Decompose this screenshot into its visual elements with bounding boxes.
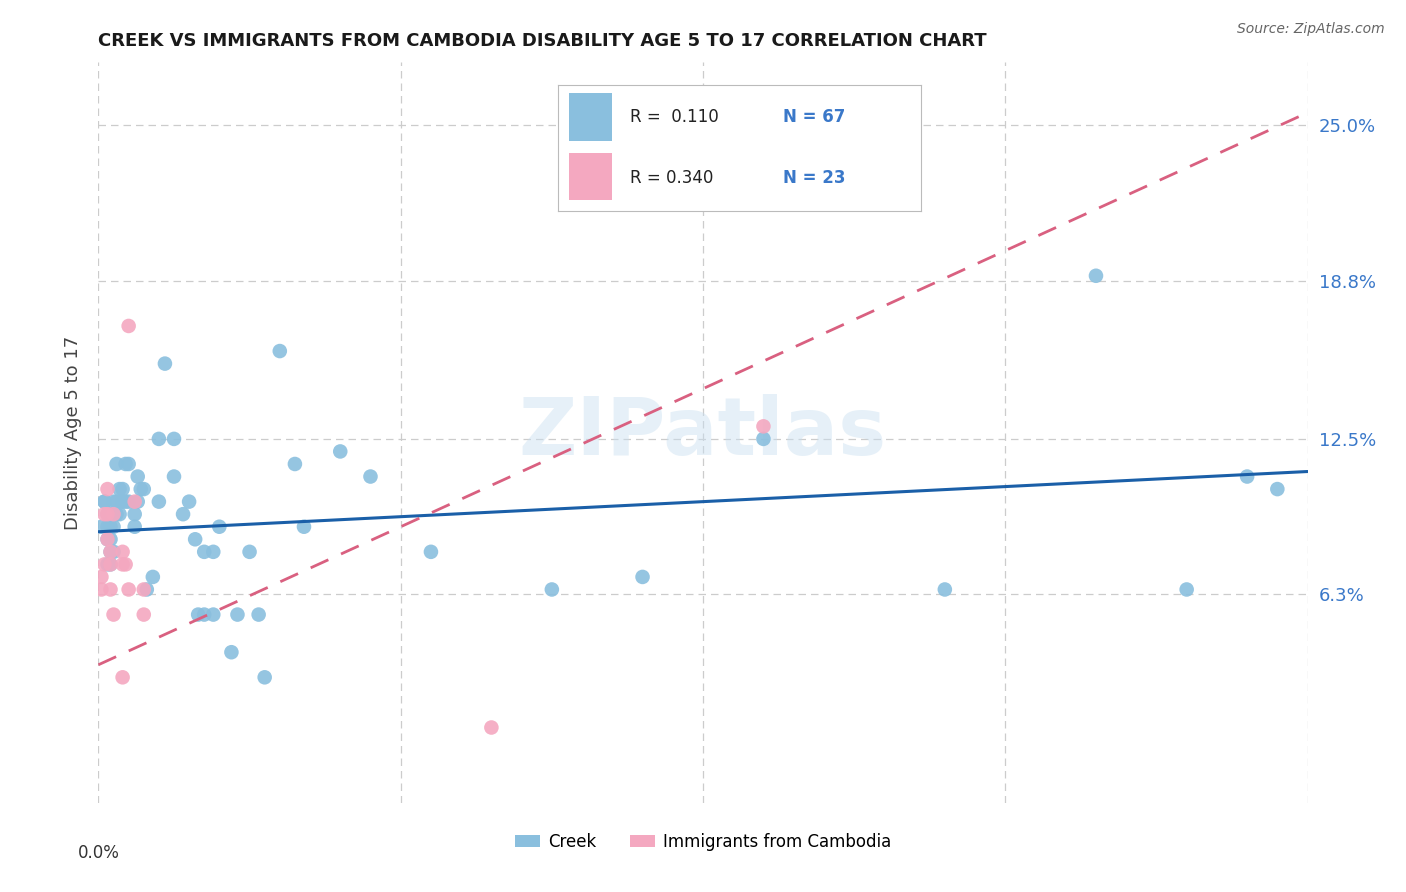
Point [96, 533, 118, 547]
Point [93, 494, 115, 508]
Point [208, 520, 231, 534]
Point [100, 520, 122, 534]
Point [90, 582, 112, 597]
Point [96, 507, 118, 521]
Point [103, 494, 125, 508]
Point [132, 582, 155, 597]
Point [100, 558, 122, 572]
Point [105, 457, 128, 471]
Point [752, 419, 775, 434]
Point [1085, 268, 1108, 283]
Point [292, 520, 315, 534]
Point [103, 607, 125, 622]
Text: ZIPatlas: ZIPatlas [519, 393, 887, 472]
Point [93, 494, 115, 508]
Point [1267, 482, 1289, 496]
Point [127, 494, 149, 508]
Point [100, 533, 122, 547]
Point [193, 607, 215, 622]
Point [163, 469, 186, 483]
Point [239, 545, 262, 559]
Point [111, 545, 134, 559]
Point [100, 545, 122, 559]
Point [187, 607, 209, 622]
Point [100, 558, 122, 572]
Point [124, 494, 146, 508]
Point [93, 507, 115, 521]
Point [540, 582, 562, 597]
Point [163, 432, 186, 446]
Point [329, 444, 352, 458]
Point [1236, 469, 1258, 483]
Point [108, 507, 131, 521]
Point [103, 520, 125, 534]
Point [96, 558, 118, 572]
Point [105, 507, 128, 521]
Point [124, 520, 146, 534]
Point [221, 645, 243, 659]
Point [118, 457, 141, 471]
Point [132, 482, 155, 496]
Point [202, 607, 225, 622]
Point [148, 432, 170, 446]
Point [118, 582, 141, 597]
Point [96, 507, 118, 521]
Point [111, 558, 134, 572]
Point [247, 607, 270, 622]
Point [114, 558, 136, 572]
Y-axis label: Disability Age 5 to 17: Disability Age 5 to 17 [65, 335, 83, 530]
Point [934, 582, 956, 597]
Legend: Creek, Immigrants from Cambodia: Creek, Immigrants from Cambodia [508, 826, 898, 857]
Point [93, 558, 115, 572]
Point [360, 469, 382, 483]
Point [96, 482, 118, 496]
Point [118, 318, 141, 333]
Point [127, 469, 149, 483]
Point [108, 482, 131, 496]
Point [142, 570, 165, 584]
Point [172, 507, 194, 521]
Point [420, 545, 443, 559]
Point [1175, 582, 1198, 597]
Point [111, 670, 134, 684]
Point [111, 494, 134, 508]
Point [111, 482, 134, 496]
Point [153, 357, 176, 371]
Point [184, 533, 207, 547]
Point [135, 582, 157, 597]
Point [124, 507, 146, 521]
Point [103, 507, 125, 521]
Point [100, 545, 122, 559]
Text: 0.0%: 0.0% [77, 844, 120, 862]
Text: Source: ZipAtlas.com: Source: ZipAtlas.com [1237, 22, 1385, 37]
Point [118, 494, 141, 508]
Point [90, 570, 112, 584]
Point [100, 582, 122, 597]
Point [253, 670, 276, 684]
Point [193, 545, 215, 559]
Point [481, 721, 503, 735]
Point [179, 494, 201, 508]
Point [132, 607, 155, 622]
Point [103, 507, 125, 521]
Point [269, 344, 291, 359]
Point [103, 545, 125, 559]
Point [129, 482, 152, 496]
Point [105, 494, 128, 508]
Point [114, 457, 136, 471]
Point [752, 432, 775, 446]
Point [96, 520, 118, 534]
Point [148, 494, 170, 508]
Point [114, 494, 136, 508]
Text: CREEK VS IMMIGRANTS FROM CAMBODIA DISABILITY AGE 5 TO 17 CORRELATION CHART: CREEK VS IMMIGRANTS FROM CAMBODIA DISABI… [98, 32, 987, 50]
Point [631, 570, 654, 584]
Point [90, 520, 112, 534]
Point [96, 533, 118, 547]
Point [284, 457, 307, 471]
Point [202, 545, 225, 559]
Point [226, 607, 249, 622]
